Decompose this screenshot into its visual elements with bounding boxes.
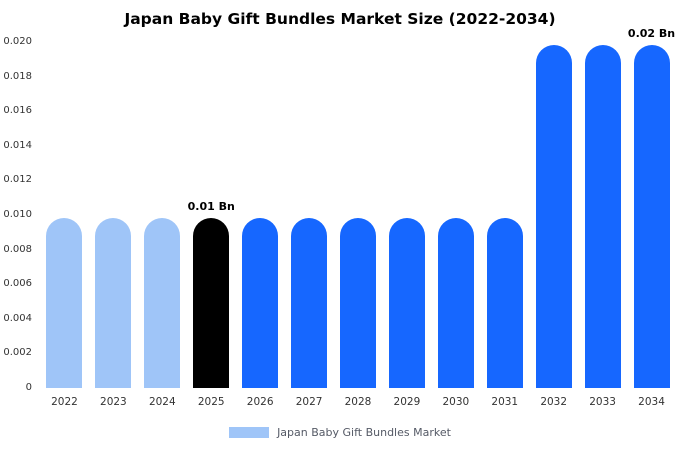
bar-slot <box>89 42 138 388</box>
y-tick-label: 0.018 <box>3 70 32 82</box>
y-tick-label: 0.020 <box>3 36 32 47</box>
legend-swatch <box>229 427 270 438</box>
plot-area: 0.01 Bn 0.02 Bn <box>40 27 676 388</box>
bar-2028 <box>339 218 376 388</box>
x-axis-label: 2027 <box>295 396 323 408</box>
bar-slot <box>285 42 334 388</box>
y-tick-label: 0.010 <box>3 209 32 220</box>
x-axis-label: 2025 <box>197 396 225 408</box>
bar-2027 <box>291 218 328 388</box>
x-axis: 2022 2023 2024 2025 2026 2027 2028 2029 2030 2031… <box>40 396 676 408</box>
bar-slot <box>480 42 529 388</box>
x-axis-label: 2030 <box>442 396 470 408</box>
bar-2024 <box>144 218 181 388</box>
bar-slot: 0.01 Bn <box>187 42 236 388</box>
bar-slot <box>334 42 383 388</box>
x-axis-label: 2024 <box>148 396 176 408</box>
bar-slot <box>431 42 480 388</box>
x-axis-label: 2031 <box>491 396 519 408</box>
bar-slot <box>382 42 431 388</box>
bar-value-label: 0.01 Bn <box>187 200 235 214</box>
bar-2023 <box>95 218 132 388</box>
chart-title: Japan Baby Gift Bundles Market Size (202… <box>124 10 556 28</box>
y-tick-label: 0.006 <box>3 278 32 290</box>
x-axis-label: 2022 <box>51 396 78 408</box>
x-axis-label: 2023 <box>100 396 127 408</box>
bar-2029 <box>388 218 425 388</box>
legend: Japan Baby Gift Bundles Market <box>0 426 680 439</box>
bar-slot <box>40 42 89 388</box>
y-tick-label: 0.002 <box>3 347 32 359</box>
bar-2022 <box>46 218 83 388</box>
bar-2030 <box>437 218 474 388</box>
bar-2026 <box>242 218 279 388</box>
x-axis-label: 2033 <box>589 396 616 408</box>
bar-value-label: 0.02 Bn <box>627 27 676 41</box>
x-axis-label: 2032 <box>540 396 568 408</box>
bar-2032 <box>535 45 572 388</box>
y-tick-label: 0.004 <box>3 312 32 324</box>
bar-2031 <box>486 218 523 388</box>
y-tick-label: 0.012 <box>3 174 32 186</box>
bar-slot <box>236 42 285 388</box>
bar-slot <box>529 42 578 388</box>
bar-2034 <box>633 45 670 388</box>
x-axis-label: 2026 <box>246 396 274 408</box>
y-tick-label: 0.016 <box>3 105 32 117</box>
y-tick-label: 0 <box>25 382 32 393</box>
y-tick-label: 0.014 <box>3 139 32 151</box>
bar-2025 <box>193 218 230 388</box>
bar-2033 <box>584 45 621 388</box>
x-axis-label: 2028 <box>344 396 372 408</box>
y-tick-label: 0.008 <box>3 243 32 255</box>
bar-slot <box>138 42 187 388</box>
legend-label: Japan Baby Gift Bundles Market <box>277 426 451 439</box>
bar-slot: 0.02 Bn <box>627 27 676 388</box>
bar-slot <box>578 42 627 388</box>
x-axis-label: 2029 <box>393 396 421 408</box>
y-axis: 0 0.002 0.004 0.006 0.008 0.010 0.012 0.014 0.01… <box>0 36 36 393</box>
x-axis-label: 2034 <box>638 396 665 408</box>
